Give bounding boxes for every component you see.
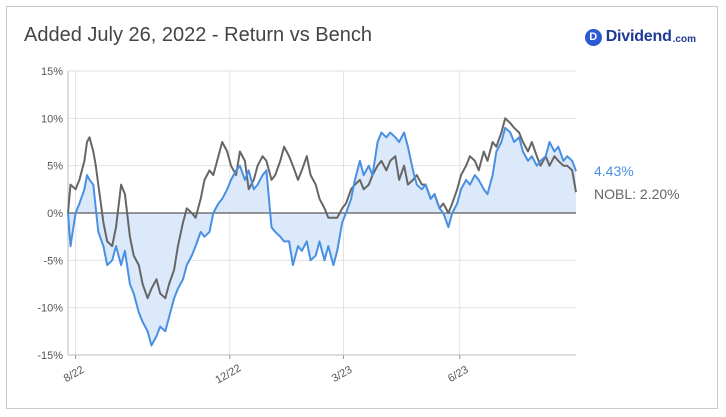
bench-value-label: NOBL: 2.20% [594,186,680,202]
y-tick-label: 15% [41,66,63,78]
bench-series-line [67,117,577,300]
return-area-fill [68,127,576,346]
brand-name: Dividend [605,28,672,45]
x-tick-label: 8/22 [62,364,87,385]
y-tick-label: -15% [37,350,63,362]
y-tick-label: -10% [37,303,63,315]
x-tick-label: 6/23 [446,364,471,385]
return-series-line [67,126,577,347]
x-tick-label: 12/22 [213,362,243,386]
chart-title: Added July 26, 2022 - Return vs Bench [24,24,372,46]
y-tick-label: 0% [47,208,63,220]
y-tick-label: 5% [47,161,63,173]
return-value-label: 4.43% [594,163,634,179]
brand-suffix: .com [672,33,696,45]
dividend-logo-icon: D [584,28,602,46]
y-tick-label: 10% [41,113,63,125]
y-tick-label: -5% [43,255,63,267]
brand-logo[interactable]: D Dividend .com [584,28,696,46]
x-tick-label: 3/23 [330,364,355,385]
